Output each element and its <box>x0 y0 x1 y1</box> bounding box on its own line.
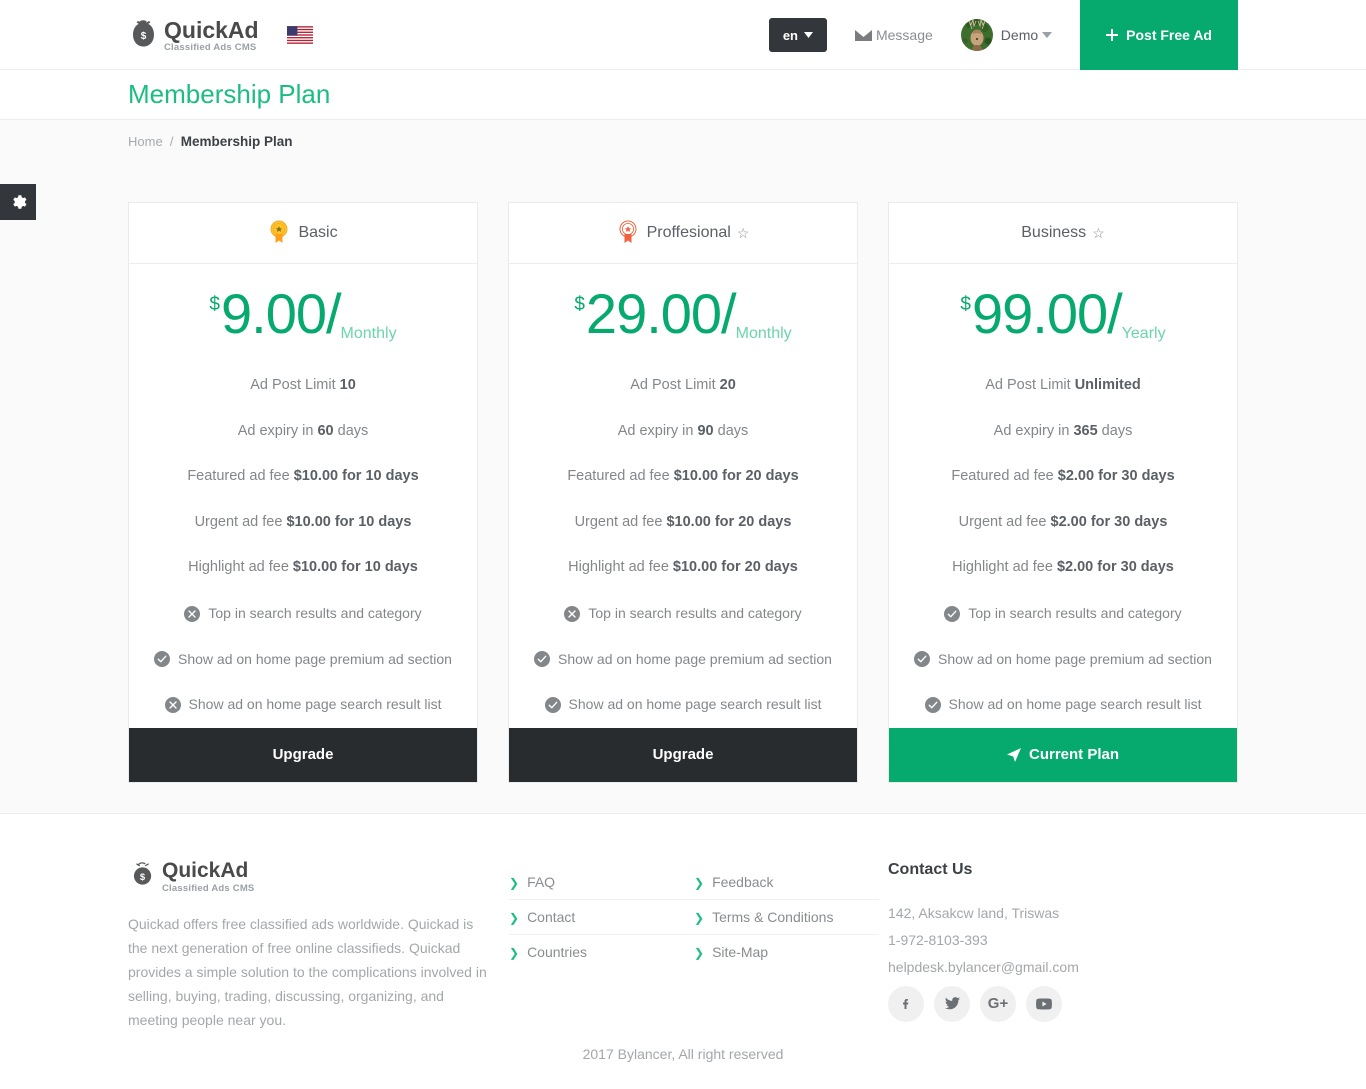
svg-text:$: $ <box>141 31 147 42</box>
svg-text:$: $ <box>140 872 146 882</box>
